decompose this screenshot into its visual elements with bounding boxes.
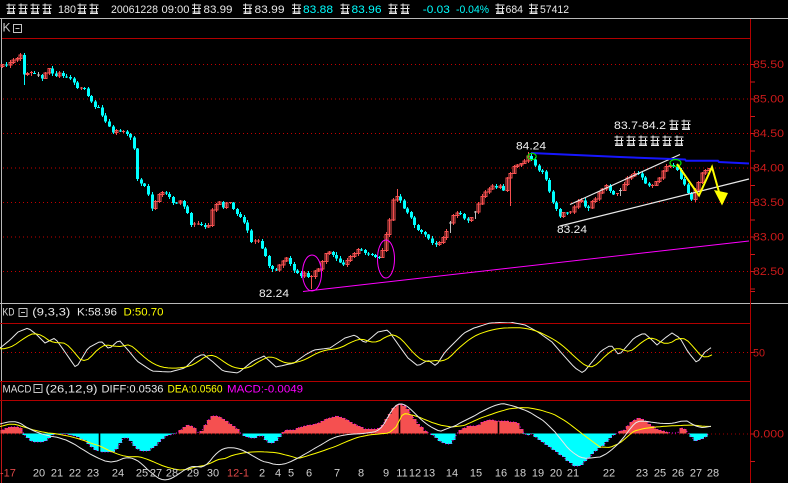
svg-text:14: 14 <box>446 468 458 480</box>
svg-text:20061228: 20061228 <box>111 4 158 16</box>
svg-text:11: 11 <box>396 468 407 480</box>
svg-text:K:58.96: K:58.96 <box>77 307 117 319</box>
svg-text:82.50: 82.50 <box>753 266 784 278</box>
svg-text:5: 5 <box>288 468 294 480</box>
svg-text:9: 9 <box>383 468 389 480</box>
svg-text:6: 6 <box>306 468 312 480</box>
svg-text:27: 27 <box>150 468 162 480</box>
svg-text:684: 684 <box>506 4 524 16</box>
svg-text:57412: 57412 <box>540 4 569 16</box>
svg-text:19: 19 <box>532 468 544 480</box>
svg-text:85.00: 85.00 <box>753 94 784 106</box>
svg-text:30: 30 <box>207 468 219 480</box>
svg-text:85.50: 85.50 <box>753 59 784 71</box>
svg-text:(9,3,3): (9,3,3) <box>32 307 70 319</box>
svg-text:8: 8 <box>358 468 364 480</box>
svg-text:25: 25 <box>136 468 148 480</box>
svg-text:MACD:-0.0049: MACD:-0.0049 <box>227 384 303 396</box>
svg-text:4: 4 <box>275 468 281 480</box>
svg-text:-0.04%: -0.04% <box>456 4 489 16</box>
svg-text:25: 25 <box>654 468 666 480</box>
svg-text:16: 16 <box>495 468 507 480</box>
svg-text:22: 22 <box>603 468 615 480</box>
svg-text:22: 22 <box>69 468 81 480</box>
svg-text:2: 2 <box>259 468 265 480</box>
svg-text:-17: -17 <box>0 468 16 480</box>
svg-text:12-1: 12-1 <box>227 468 249 480</box>
svg-text:23: 23 <box>636 468 648 480</box>
svg-text:DIFF:0.0536: DIFF:0.0536 <box>102 384 164 396</box>
svg-text:83.00: 83.00 <box>753 232 784 244</box>
svg-text:20: 20 <box>33 468 45 480</box>
svg-text:20: 20 <box>550 468 562 480</box>
svg-text:23: 23 <box>87 468 99 480</box>
svg-text:83.99: 83.99 <box>204 4 233 16</box>
svg-text:83.50: 83.50 <box>753 197 784 209</box>
svg-text:83.96: 83.96 <box>352 4 382 16</box>
svg-text:21: 21 <box>51 468 63 480</box>
svg-text:83.88: 83.88 <box>303 4 333 16</box>
svg-text:28: 28 <box>166 468 178 480</box>
svg-text:-0.03: -0.03 <box>423 4 450 16</box>
svg-text:180: 180 <box>58 4 76 16</box>
svg-text:50: 50 <box>753 348 765 360</box>
svg-text:83.24: 83.24 <box>557 224 587 236</box>
svg-text:KD: KD <box>3 307 15 319</box>
svg-text:09:00: 09:00 <box>162 4 190 16</box>
svg-text:27: 27 <box>690 468 702 480</box>
svg-text:21: 21 <box>567 468 579 480</box>
svg-text:84.00: 84.00 <box>753 163 784 175</box>
svg-text:15: 15 <box>470 468 482 480</box>
svg-text:82.24: 82.24 <box>259 288 289 300</box>
svg-text:0.000: 0.000 <box>753 429 784 441</box>
svg-text:(26,12,9): (26,12,9) <box>46 384 98 396</box>
svg-text:7: 7 <box>334 468 340 480</box>
svg-text:83.99: 83.99 <box>255 4 285 16</box>
svg-text:84.50: 84.50 <box>753 128 784 140</box>
svg-text:84.24: 84.24 <box>516 141 546 153</box>
svg-text:28: 28 <box>707 468 719 480</box>
svg-text:18: 18 <box>514 468 526 480</box>
svg-text:MACD: MACD <box>3 384 32 396</box>
svg-text:DEA:0.0560: DEA:0.0560 <box>168 384 223 396</box>
svg-text:26: 26 <box>672 468 684 480</box>
svg-text:12: 12 <box>409 468 421 480</box>
svg-text:24: 24 <box>112 468 124 480</box>
svg-text:29: 29 <box>187 468 199 480</box>
svg-text:13: 13 <box>423 468 435 480</box>
svg-text:K: K <box>3 21 11 35</box>
svg-text:D:50.70: D:50.70 <box>124 307 164 319</box>
svg-text:83.7-84.2: 83.7-84.2 <box>614 120 666 132</box>
